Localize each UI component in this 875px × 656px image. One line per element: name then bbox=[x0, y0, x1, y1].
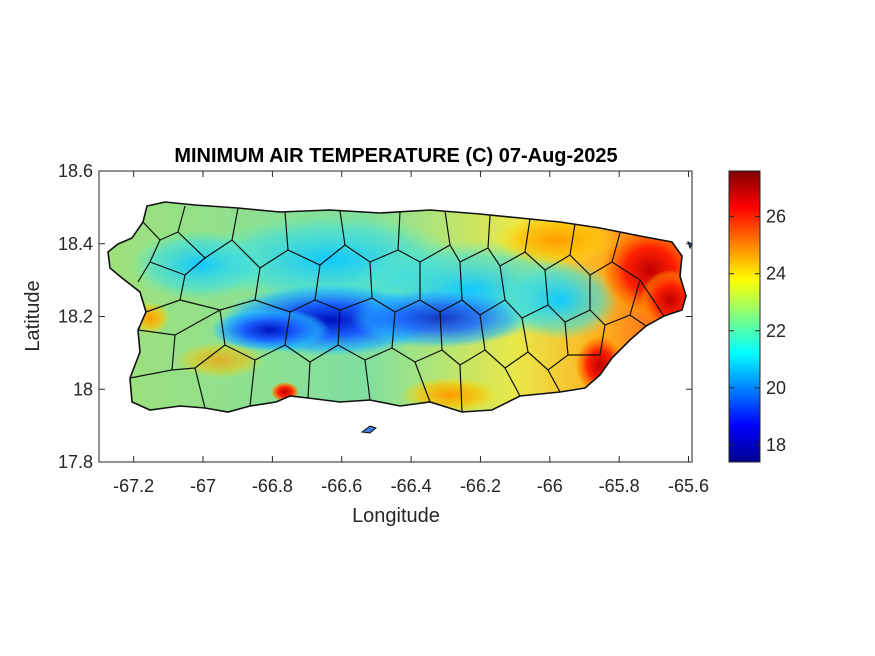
x-tick-label: -65.6 bbox=[668, 476, 709, 496]
x-tick-label: -66.2 bbox=[460, 476, 501, 496]
colorbar-tick-label: 26 bbox=[766, 207, 786, 227]
colorbar-gradient bbox=[728, 170, 761, 463]
y-tick-label: 18.2 bbox=[58, 307, 93, 327]
x-tick-label: -66 bbox=[537, 476, 563, 496]
x-tick-label: -66.8 bbox=[252, 476, 293, 496]
colorbar-tick-label: 24 bbox=[766, 264, 786, 284]
x-tick-label: -65.8 bbox=[599, 476, 640, 496]
chart-title: MINIMUM AIR TEMPERATURE (C) 07-Aug-2025 bbox=[174, 145, 617, 167]
y-tick-label: 18 bbox=[73, 379, 93, 399]
colorbar-ticks: 18 20 22 24 26 bbox=[729, 207, 786, 455]
x-tick-label: -67 bbox=[190, 476, 216, 496]
municipality-boundaries bbox=[107, 201, 687, 413]
colorbar-tick-label: 22 bbox=[766, 321, 786, 341]
x-tick-label: -66.4 bbox=[391, 476, 432, 496]
y-axis: 17.8 18 18.2 18.4 18.6 bbox=[58, 161, 692, 472]
x-axis: -67.2 -67 -66.8 -66.6 -66.4 -66.2 -66 -65.8 -65.… bbox=[113, 171, 709, 496]
y-tick-label: 18.6 bbox=[58, 161, 93, 181]
temperature-field bbox=[108, 202, 686, 412]
colorbar-tick-label: 18 bbox=[766, 435, 786, 455]
x-axis-label: Longitude bbox=[352, 505, 440, 527]
x-tick-label: -67.2 bbox=[113, 476, 154, 496]
y-tick-label: 17.8 bbox=[58, 452, 93, 472]
colorbar: 18 20 22 24 26 bbox=[728, 170, 786, 463]
colorbar-tick-label: 20 bbox=[766, 378, 786, 398]
y-tick-label: 18.4 bbox=[58, 234, 93, 254]
x-tick-label: -66.6 bbox=[321, 476, 362, 496]
y-axis-label: Latitude bbox=[22, 280, 44, 351]
